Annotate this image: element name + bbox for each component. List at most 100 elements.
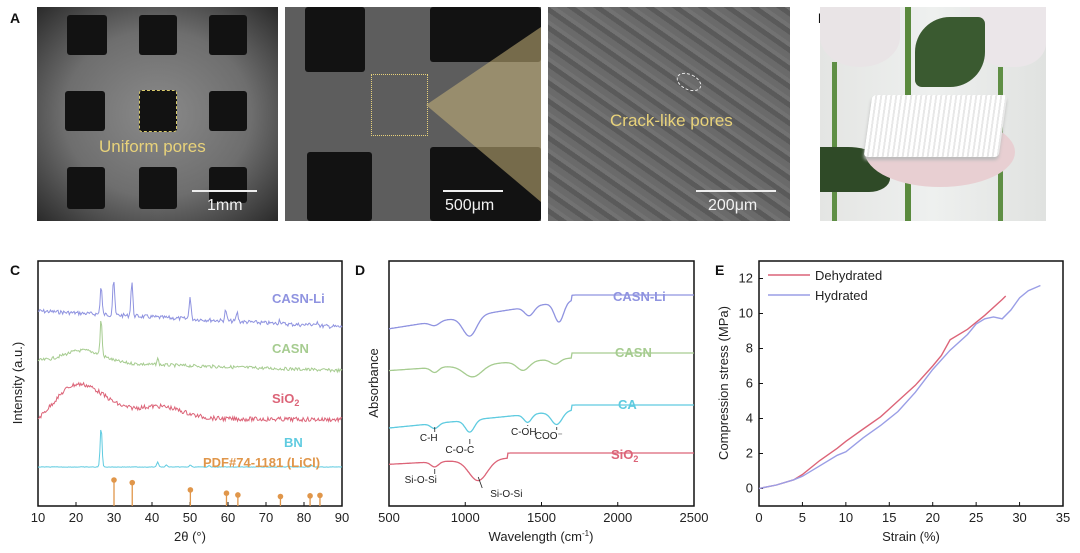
x-tick-label: 500 <box>378 510 400 525</box>
reference-marker <box>223 490 230 496</box>
pore <box>139 90 177 132</box>
y-tick-label: 8 <box>746 341 753 356</box>
pore <box>305 7 365 72</box>
legend-casn: CASN <box>272 341 309 356</box>
crack-pore-ellipse <box>673 69 705 95</box>
plot-frame <box>758 260 1064 507</box>
y-tick-label: 12 <box>739 271 753 286</box>
series-sio2-line <box>389 452 694 482</box>
ftir-chart: Absorbance Wavelength (cm-1) 500 1000 1500… <box>366 260 709 544</box>
x-tick-label: 20 <box>69 510 83 525</box>
stem <box>832 62 837 221</box>
series-casn-li-line <box>37 281 343 330</box>
x-tick-label: 70 <box>259 510 273 525</box>
x-axis-label: Wavelength (cm-1) <box>489 529 594 544</box>
x-tick-label: 1500 <box>527 510 556 525</box>
annotation-label: C-OH <box>511 427 537 438</box>
scale-bar <box>696 190 776 192</box>
pore <box>67 167 105 209</box>
series-sio2-line <box>37 381 343 424</box>
pore <box>209 167 247 203</box>
scale-bar <box>192 190 257 192</box>
y-axis-label: Intensity (a.u.) <box>10 342 25 424</box>
pore <box>139 167 177 209</box>
annotation-label: Si-O-Si <box>490 489 522 500</box>
annotation-crack-like-pores: Crack-like pores <box>610 111 733 130</box>
x-tick-label: 40 <box>145 510 159 525</box>
reference-marker <box>307 493 313 499</box>
series-casn-li-line <box>388 294 694 337</box>
panel-label-a: A <box>10 10 21 26</box>
pore <box>209 15 247 55</box>
legend-sio2: SiO2 <box>611 447 638 464</box>
x-tick-label: 1000 <box>451 510 480 525</box>
x-tick-label: 50 <box>183 510 197 525</box>
panel-label-e: E <box>715 262 725 278</box>
legend-dehydrated: Dehydrated <box>815 268 882 283</box>
y-tick-label: 6 <box>746 376 753 391</box>
legend-ca: CA <box>618 397 637 412</box>
photo-scaffold-on-flower <box>820 7 1046 221</box>
sem-image-low-mag: Uniform pores 1mm <box>37 7 278 221</box>
panel-label-c: C <box>10 262 21 278</box>
scale-bar <box>443 190 503 192</box>
lattice-scaffold <box>863 95 1008 157</box>
x-axis-label: Strain (%) <box>882 529 940 544</box>
scale-label: 500μm <box>445 197 495 214</box>
y-axis-label: Compression stress (MPa) <box>716 306 731 460</box>
pore <box>67 15 107 55</box>
y-tick-label: 10 <box>739 306 753 321</box>
series-casn-line <box>37 320 343 374</box>
xrd-chart: Intensity (a.u.) 2θ (°) 10 20 30 40 50 60 70 80… <box>10 260 349 544</box>
sem-image-mid-mag: 500μm <box>285 7 541 221</box>
reference-marker <box>235 492 241 498</box>
y-tick-label: 4 <box>746 411 753 426</box>
x-tick-label: 2000 <box>603 510 632 525</box>
pore <box>209 91 247 131</box>
annotation-label: Si-O-Si <box>405 475 437 486</box>
legend-bn: BN <box>284 435 303 450</box>
y-tick-label: 2 <box>746 446 753 461</box>
legend-hydrated: Hydrated <box>815 288 868 303</box>
x-axis-label: 2θ (°) <box>174 529 206 544</box>
x-tick-label: 0 <box>755 510 762 525</box>
zoom-projection <box>426 27 541 202</box>
series-ca-line <box>388 404 694 433</box>
x-tick-label: 80 <box>297 510 311 525</box>
x-tick-label: 90 <box>335 510 349 525</box>
y-tick-label: 0 <box>746 481 753 496</box>
legend-sio2: SiO2 <box>272 391 299 408</box>
x-tick-label: 10 <box>31 510 45 525</box>
annotation-label: COO⁻ <box>535 431 563 442</box>
pore <box>65 91 105 131</box>
sem-image-high-mag: Crack-like pores 200μm <box>548 7 790 221</box>
flower-head <box>820 7 900 67</box>
legend-casn-li: CASN-Li <box>613 289 666 304</box>
x-tick-label: 35 <box>1056 510 1070 525</box>
x-tick-label: 30 <box>107 510 121 525</box>
x-tick-label: 5 <box>799 510 806 525</box>
annotation-label: C-H <box>420 433 438 444</box>
scale-label: 200μm <box>708 197 758 214</box>
reference-marker <box>317 492 323 499</box>
reference-marker <box>277 493 284 500</box>
pore <box>307 152 372 221</box>
legend-casn-li: CASN-Li <box>272 291 325 306</box>
reference-marker <box>187 487 194 493</box>
x-tick-label: 2500 <box>680 510 709 525</box>
series-hydrated-line <box>758 284 1041 490</box>
leaf <box>915 17 985 87</box>
reference-marker <box>129 479 136 486</box>
reference-marker <box>111 477 117 483</box>
panel-label-d: D <box>355 262 366 278</box>
series-bn-line <box>37 429 343 468</box>
scale-label: 1mm <box>207 197 243 214</box>
x-tick-label: 25 <box>969 510 983 525</box>
series-dehydrated-line <box>758 295 1007 490</box>
annotation-uniform-pores: Uniform pores <box>99 137 206 156</box>
annotation-leader <box>477 476 483 489</box>
x-tick-label: 15 <box>882 510 896 525</box>
x-tick-label: 30 <box>1012 510 1026 525</box>
stress-strain-chart: Compression stress (MPa) Strain (%) 0 5 10… <box>716 260 1070 544</box>
legend-reference: PDF#74-1181 (LiCl) <box>203 455 320 470</box>
